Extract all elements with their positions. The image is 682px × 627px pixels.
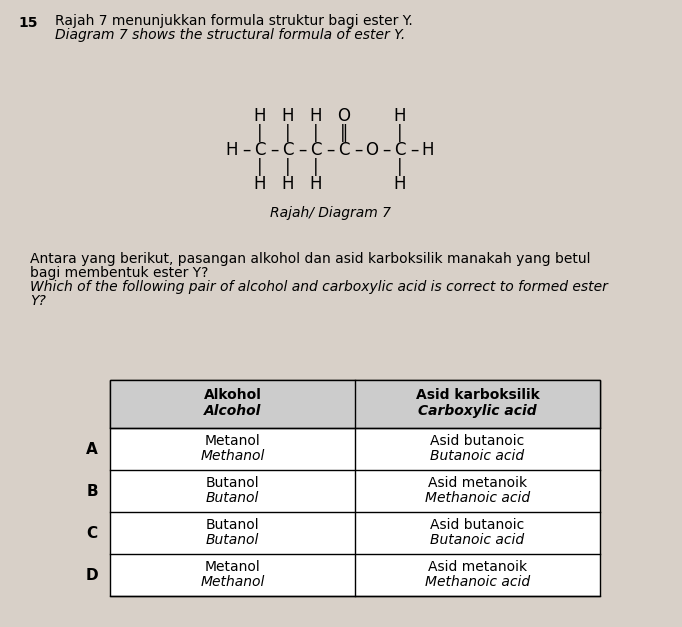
Text: Antara yang berikut, pasangan alkohol dan asid karboksilik manakah yang betul: Antara yang berikut, pasangan alkohol da… — [30, 252, 591, 266]
Text: Butanol: Butanol — [206, 533, 259, 547]
Text: Y?: Y? — [30, 294, 46, 308]
Text: Butanoic acid: Butanoic acid — [430, 533, 524, 547]
Text: H: H — [282, 175, 294, 193]
Text: –: – — [354, 141, 362, 159]
Text: Asid metanoik: Asid metanoik — [428, 476, 527, 490]
Text: Asid karboksilik: Asid karboksilik — [415, 388, 539, 402]
Text: |: | — [397, 124, 403, 142]
Text: C: C — [394, 141, 406, 159]
Bar — [110, 380, 600, 596]
Text: Butanoic acid: Butanoic acid — [430, 449, 524, 463]
Text: A: A — [86, 441, 98, 456]
Text: O: O — [338, 107, 351, 125]
Text: Methanol: Methanol — [201, 575, 265, 589]
Text: H: H — [254, 107, 266, 125]
Text: |: | — [397, 158, 403, 176]
Text: H: H — [310, 175, 323, 193]
Text: H: H — [394, 107, 406, 125]
Text: –: – — [410, 141, 418, 159]
Text: –: – — [270, 141, 278, 159]
Text: B: B — [86, 483, 98, 498]
Text: H: H — [282, 107, 294, 125]
Text: Alcohol: Alcohol — [204, 404, 261, 418]
Text: Methanoic acid: Methanoic acid — [425, 491, 530, 505]
Text: Which of the following pair of alcohol and carboxylic acid is correct to formed : Which of the following pair of alcohol a… — [30, 280, 608, 294]
Text: |: | — [257, 158, 263, 176]
Text: Methanol: Methanol — [201, 449, 265, 463]
Text: |: | — [257, 124, 263, 142]
Text: C: C — [87, 525, 98, 540]
Text: Asid butanoic: Asid butanoic — [430, 518, 524, 532]
Text: Metanol: Metanol — [205, 434, 261, 448]
Text: 15: 15 — [18, 16, 38, 30]
Text: D: D — [86, 567, 98, 582]
Text: Carboxylic acid: Carboxylic acid — [418, 404, 537, 418]
Text: Asid butanoic: Asid butanoic — [430, 434, 524, 448]
Text: O: O — [366, 141, 379, 159]
Text: Rajah/ Diagram 7: Rajah/ Diagram 7 — [269, 206, 391, 220]
Text: Diagram 7 shows the structural formula of ester Y.: Diagram 7 shows the structural formula o… — [55, 28, 405, 42]
Text: –: – — [326, 141, 334, 159]
Text: –: – — [382, 141, 390, 159]
Text: |: | — [313, 124, 318, 142]
Text: Butanol: Butanol — [206, 491, 259, 505]
Text: Alkohol: Alkohol — [203, 388, 261, 402]
Text: C: C — [254, 141, 266, 159]
Text: Rajah 7 menunjukkan formula struktur bagi ester Y.: Rajah 7 menunjukkan formula struktur bag… — [55, 14, 413, 28]
Text: Methanoic acid: Methanoic acid — [425, 575, 530, 589]
Text: Asid metanoik: Asid metanoik — [428, 560, 527, 574]
Text: Butanol: Butanol — [206, 476, 259, 490]
Text: C: C — [338, 141, 350, 159]
Text: –: – — [298, 141, 306, 159]
Text: Butanol: Butanol — [206, 518, 259, 532]
Text: ‖: ‖ — [340, 124, 348, 142]
Text: H: H — [254, 175, 266, 193]
Text: H: H — [421, 141, 434, 159]
Text: Metanol: Metanol — [205, 560, 261, 574]
Text: H: H — [394, 175, 406, 193]
Text: H: H — [226, 141, 238, 159]
Text: C: C — [310, 141, 322, 159]
Text: bagi membentuk ester Y?: bagi membentuk ester Y? — [30, 266, 209, 280]
Text: H: H — [310, 107, 323, 125]
Bar — [110, 380, 600, 428]
Text: |: | — [285, 124, 291, 142]
Text: |: | — [313, 158, 318, 176]
Text: |: | — [285, 158, 291, 176]
Text: C: C — [282, 141, 294, 159]
Text: –: – — [242, 141, 250, 159]
